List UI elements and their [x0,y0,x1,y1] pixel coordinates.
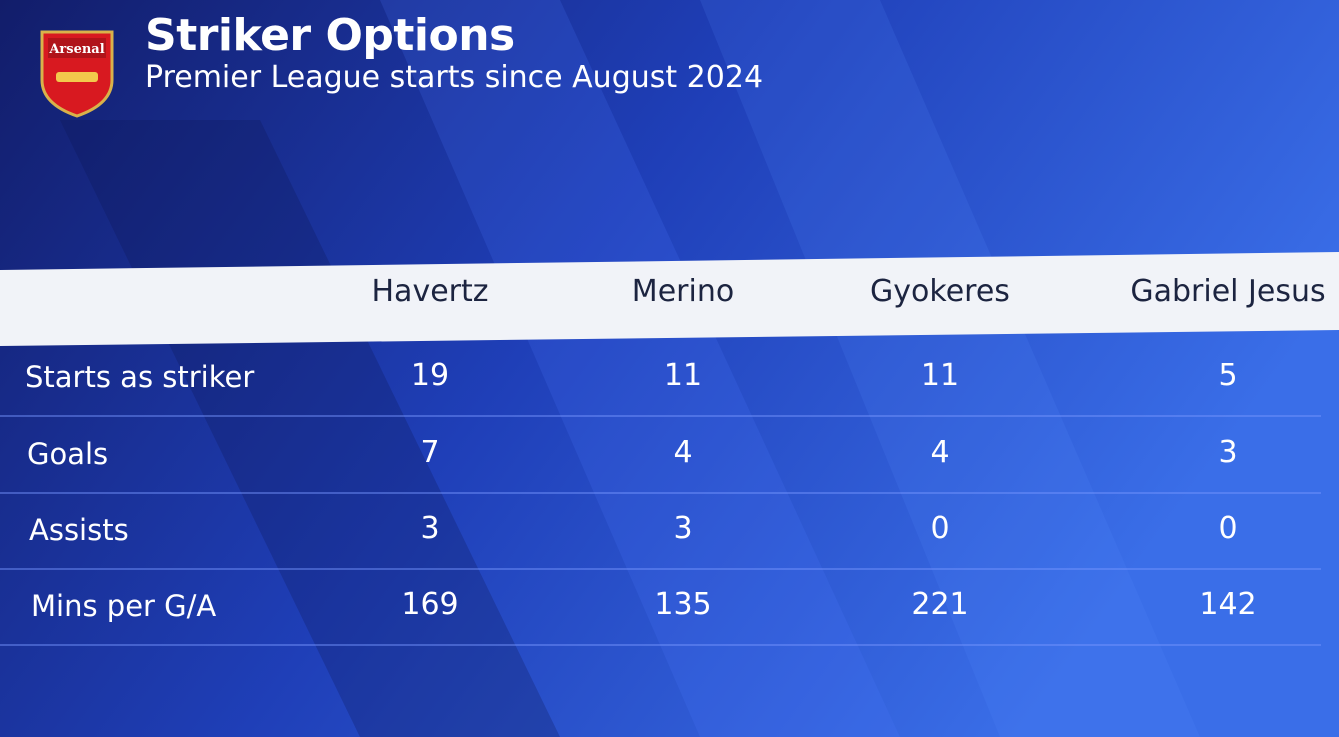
title: Striker Options [145,10,515,61]
column-header: Merino [631,274,735,309]
cell: 19 [410,358,450,393]
row-divider [0,492,1321,494]
row-divider [0,644,1321,646]
cell: 11 [920,358,960,393]
cell: 3 [673,511,693,546]
row-label: Assists [29,513,129,547]
row-label: Goals [27,437,109,471]
row-label: Starts as striker [25,360,255,394]
row-divider [0,568,1321,570]
cell: 4 [930,435,950,470]
cell: 5 [1218,358,1238,393]
column-header: Gyokeres [870,274,1010,309]
header-band [0,252,1339,346]
row-divider [0,415,1321,417]
cell: 11 [663,358,703,393]
cell: 221 [911,587,969,622]
subtitle: Premier League starts since August 2024 [145,60,764,95]
column-header: Havertz [371,274,489,309]
cell: 3 [420,511,440,546]
cell: 3 [1218,435,1238,470]
club-badge: Arsenal [40,30,114,118]
row-label: Mins per G/A [31,589,217,623]
column-header: Gabriel Jesus [1130,274,1326,309]
cell: 0 [930,511,950,546]
cell: 0 [1218,511,1238,546]
cell: 4 [673,435,693,470]
cell: 135 [654,587,712,622]
badge-text: Arsenal [48,42,104,57]
cell: 7 [420,435,440,470]
cell: 169 [401,587,459,622]
cell: 142 [1199,587,1257,622]
